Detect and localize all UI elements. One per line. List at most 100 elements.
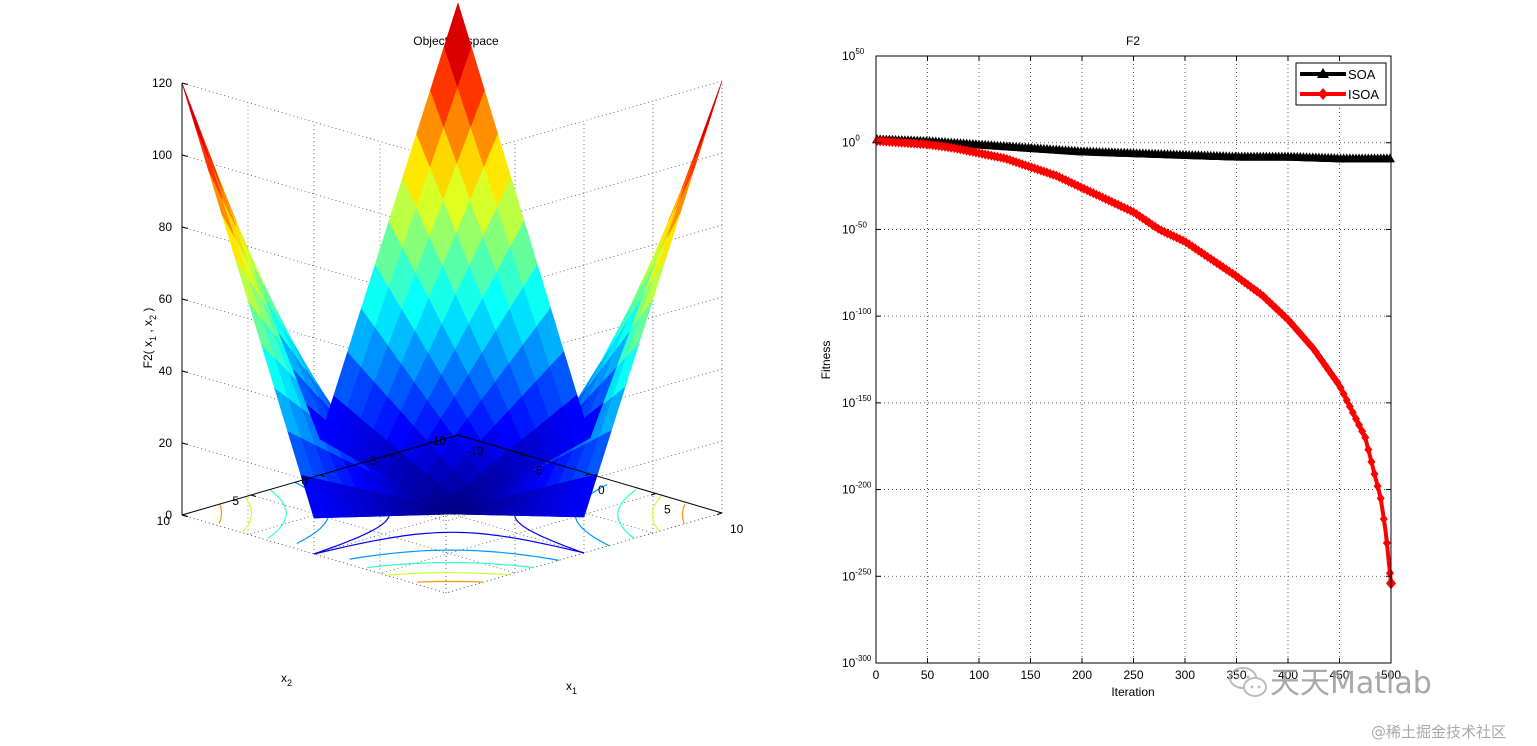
x-tick-label: -5 — [532, 464, 543, 478]
z-tick — [181, 298, 189, 301]
surface-axes: 0 20 40 60 80 100 120 -10 -5 0 5 10 -10 -5 0 5 10 — [152, 76, 744, 536]
y-tick-label: 1050 — [842, 47, 865, 63]
wechat-icon — [1229, 667, 1267, 697]
surface-patch — [680, 124, 709, 197]
contour-line — [313, 531, 585, 555]
series-marker-isoa — [1376, 493, 1385, 504]
legend-isoa-label: ISOA — [1348, 87, 1379, 102]
contour-line — [349, 549, 559, 561]
series-marker-isoa — [1358, 426, 1367, 437]
y-tick-label: -10 — [429, 434, 447, 448]
surface-patch — [195, 118, 224, 191]
watermark-logo-text: 天天Matlab — [1270, 666, 1432, 701]
series-marker-isoa — [1355, 420, 1364, 431]
z-tick — [181, 154, 189, 157]
surface-ylabel: x2 — [281, 671, 292, 688]
x-tick-label: 0 — [598, 483, 605, 497]
contour-line — [417, 580, 484, 583]
x-tick-label: 400 — [1278, 668, 1298, 682]
series-marker-isoa — [1364, 444, 1373, 455]
x-tick-label: 100 — [969, 668, 989, 682]
series-marker-isoa — [1370, 468, 1379, 479]
surface-patches — [181, 1, 723, 519]
series-marker-isoa — [1367, 456, 1376, 467]
x-tick — [716, 512, 723, 515]
series-marker-isoa — [1373, 481, 1382, 492]
series-marker-isoa — [1336, 382, 1345, 393]
z-tick-label: 0 — [165, 508, 172, 522]
series-marker-isoa — [1351, 413, 1360, 424]
z-tick-label: 100 — [152, 148, 172, 162]
legend-isoa-marker — [1318, 88, 1328, 100]
x-tick — [584, 473, 591, 476]
legend: SOA ISOA — [1295, 62, 1387, 106]
z-tick — [181, 370, 189, 373]
z-tick — [181, 82, 189, 85]
z-tick-label: 20 — [159, 436, 173, 450]
z-tick-label: 120 — [152, 76, 172, 90]
z-tick — [181, 442, 189, 445]
series-marker-isoa — [1361, 432, 1370, 443]
surface-patch — [208, 169, 236, 239]
convergence-plot: F2 0 50 100 150 200 250 300 350 400 450 500 1050 100… — [819, 34, 1401, 699]
convergence-series — [872, 134, 1396, 590]
y-tick — [181, 514, 188, 517]
x-tick-label: 50 — [921, 668, 935, 682]
x-tick — [650, 493, 657, 496]
y-tick-label: -5 — [366, 454, 377, 468]
legend-soa-label: SOA — [1348, 67, 1376, 82]
surface-patch — [653, 211, 681, 277]
series-marker-isoa — [1348, 407, 1357, 418]
y-tick-label: 0 — [301, 474, 308, 488]
surface-patch — [181, 82, 210, 159]
series-marker-isoa — [1345, 401, 1354, 412]
surface-patch — [694, 80, 723, 157]
series-marker-isoa — [1379, 514, 1388, 525]
surface-zlabel-text: F2( x1 , x2 ) — [141, 308, 158, 369]
y-tick-label: 10-200 — [842, 481, 872, 497]
x-tick-label: 250 — [1123, 668, 1143, 682]
surface-patch — [681, 116, 710, 189]
convergence-xlabel: Iteration — [1111, 685, 1154, 699]
x-tick-label: 200 — [1072, 668, 1092, 682]
x-tick-label: 150 — [1020, 668, 1040, 682]
contour-line — [617, 489, 637, 539]
surface-xlabel: x1 — [566, 679, 577, 696]
convergence-title: F2 — [1126, 34, 1140, 48]
legend-box — [1295, 62, 1387, 106]
contour-line — [651, 495, 662, 532]
x-tick-label: -10 — [466, 444, 484, 458]
x-tick-label: 5 — [664, 503, 671, 517]
z-tick-label: 80 — [159, 220, 173, 234]
surface-patch — [443, 1, 472, 88]
series-marker-isoa — [1385, 568, 1394, 579]
x-tick-label: 0 — [873, 668, 880, 682]
z-tick-label: 40 — [159, 364, 173, 378]
series-marker-soa — [1384, 153, 1395, 163]
surface-zlabel: F2( x1 , x2 ) — [141, 308, 158, 369]
x-tick-label: 500 — [1381, 668, 1401, 682]
convergence-ylabel: Fitness — [819, 341, 833, 380]
series-marker-isoa — [1339, 388, 1348, 399]
contour-line — [387, 572, 509, 576]
y-tick — [319, 474, 326, 477]
surface-patch — [194, 126, 223, 199]
x-tick-label: 10 — [730, 522, 744, 536]
y-tick-label: 10-100 — [842, 307, 872, 323]
watermark: 天天Matlab @稀土掘金技术社区 — [1229, 666, 1506, 741]
y-tick-label: 10-150 — [842, 394, 872, 410]
series-marker-isoa — [1342, 395, 1351, 406]
y-tick-label: 5 — [232, 494, 239, 508]
x-tick — [452, 434, 459, 437]
x-tick — [518, 454, 525, 457]
surface-plot: Objective space 020406080100120-10-50510… — [141, 1, 744, 696]
y-tick-label: 100 — [842, 134, 860, 150]
contour-line — [218, 503, 223, 524]
y-tick-label: 10 — [157, 514, 171, 528]
x-tick-label: 450 — [1329, 668, 1349, 682]
surface-patch — [667, 168, 695, 237]
x-tick-label: 350 — [1226, 668, 1246, 682]
contour-line — [681, 504, 686, 525]
y-tick — [250, 494, 257, 497]
contour-line — [242, 496, 253, 533]
